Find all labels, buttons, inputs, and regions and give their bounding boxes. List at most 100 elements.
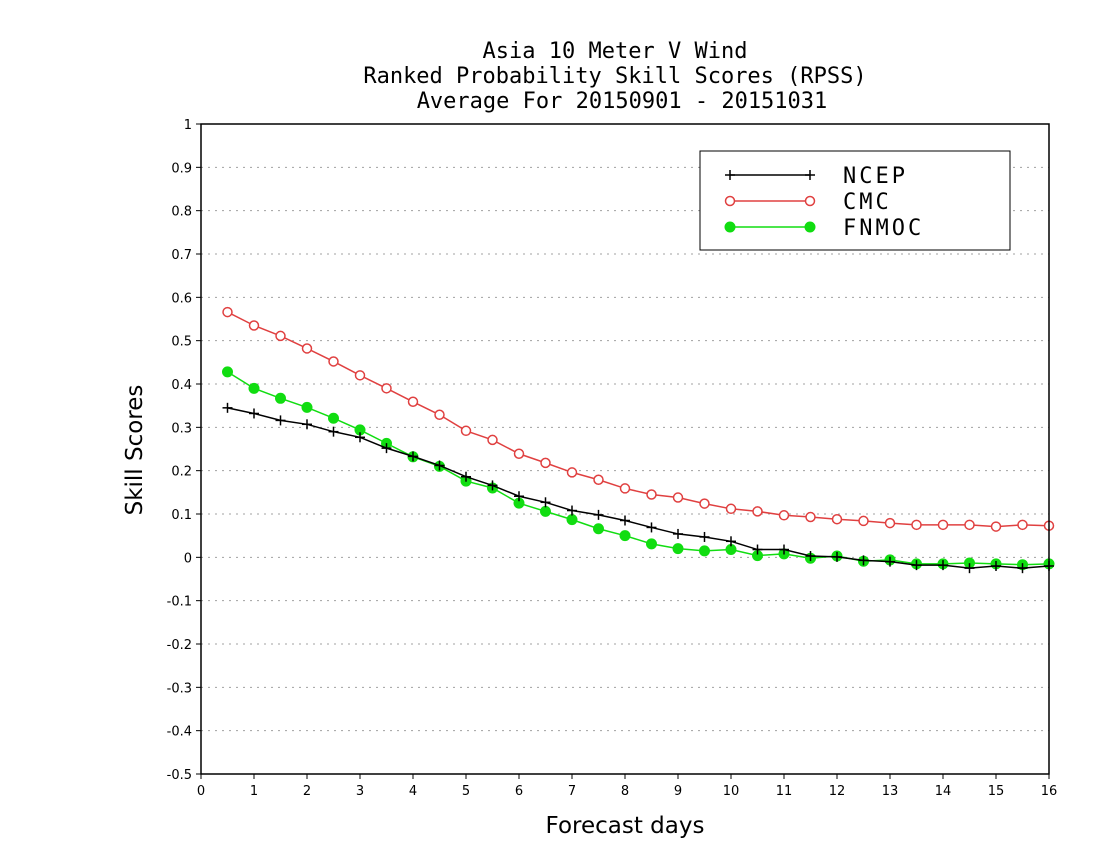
legend-marker-cmc (724, 195, 736, 207)
x-tick-label: 7 (568, 784, 576, 799)
x-tick-label: 10 (723, 784, 740, 799)
point-cmc (752, 506, 763, 517)
point-cmc (222, 306, 233, 318)
y-tick-label: 0.8 (171, 205, 192, 220)
y-tick-label: 0.5 (171, 335, 192, 350)
legend-marker-cmc (804, 195, 816, 207)
point-cmc (328, 356, 339, 367)
point-cmc (964, 519, 975, 531)
point-cmc (858, 515, 869, 527)
point-cmc (460, 425, 472, 437)
x-tick-label: 4 (409, 784, 417, 799)
legend-marker-fnmoc (804, 221, 816, 233)
grid-lines (201, 166, 1049, 732)
y-axis-ticks: -0.5 -0.4 -0.3 -0.2 -0.1 0 0.1 0.2 0.3 0.4 0.5 0.6 0… (167, 118, 201, 783)
point-cmc (1017, 519, 1028, 531)
point-cmc (540, 457, 551, 469)
point-fnmoc (619, 530, 631, 542)
point-cmc (911, 519, 922, 531)
point-cmc (699, 498, 710, 509)
x-axis-ticks: 0 1 2 3 4 5 6 7 8 9 10 11 12 13 14 15 16 (197, 774, 1057, 799)
y-tick-label: 0.6 (171, 291, 192, 306)
point-cmc (672, 492, 684, 503)
point-fnmoc (566, 514, 578, 526)
chart-title-line-2: Ranked Probability Skill Scores (RPSS) (363, 64, 866, 89)
y-tick-label: -0.2 (167, 638, 192, 653)
series-line-fnmoc (227, 371, 1050, 566)
x-tick-label: 14 (935, 784, 952, 799)
point-cmc (354, 370, 366, 381)
point-fnmoc (699, 545, 710, 557)
series-cmc (222, 306, 1055, 532)
point-cmc (778, 510, 790, 521)
point-cmc (381, 383, 392, 394)
series-ncep (222, 402, 1054, 574)
point-cmc (593, 474, 604, 486)
point-fnmoc (672, 543, 684, 555)
y-axis-label: Skill Scores (122, 385, 148, 516)
point-cmc (513, 448, 525, 460)
y-tick-label: -0.5 (167, 768, 192, 783)
y-tick-label: 0.4 (171, 378, 192, 393)
point-fnmoc (222, 366, 233, 378)
point-fnmoc (328, 412, 339, 424)
y-tick-label: 0.2 (171, 465, 192, 480)
series-line-cmc (227, 311, 1050, 528)
x-tick-label: 13 (882, 784, 899, 799)
y-tick-label: 0.1 (171, 508, 192, 523)
series-group (222, 306, 1055, 574)
point-cmc (407, 396, 419, 408)
chart-title-line-1: Asia 10 Meter V Wind (483, 39, 748, 64)
point-cmc (725, 503, 737, 515)
y-tick-label: 0.7 (171, 248, 192, 263)
series-line-ncep (227, 407, 1050, 569)
point-fnmoc (275, 392, 286, 404)
y-tick-label: -0.3 (167, 681, 192, 696)
legend-label-fnmoc: FNMOC (843, 216, 924, 241)
y-tick-label: 0 (184, 551, 192, 566)
point-cmc (937, 519, 949, 531)
y-tick-label: 1 (184, 118, 192, 133)
point-cmc (646, 489, 657, 500)
point-cmc (487, 434, 498, 446)
point-cmc (619, 483, 631, 494)
x-tick-label: 3 (356, 784, 364, 799)
legend-marker-fnmoc (724, 221, 736, 233)
legend-label-ncep: NCEP (843, 164, 908, 189)
point-cmc (434, 409, 445, 421)
x-tick-label: 9 (674, 784, 682, 799)
x-tick-label: 11 (776, 784, 793, 799)
chart-title-line-3: Average For 20150901 - 20151031 (417, 89, 828, 114)
x-tick-label: 6 (515, 784, 523, 799)
x-tick-label: 8 (621, 784, 629, 799)
x-tick-label: 15 (988, 784, 1005, 799)
point-cmc (248, 320, 260, 331)
x-tick-label: 2 (303, 784, 311, 799)
point-fnmoc (593, 523, 604, 535)
y-tick-label: 0.9 (171, 161, 192, 176)
legend-label-cmc: CMC (843, 190, 892, 215)
point-cmc (275, 330, 286, 342)
point-fnmoc (540, 505, 551, 517)
point-cmc (990, 521, 1002, 532)
point-fnmoc (248, 382, 260, 394)
plot-frame (200, 123, 1050, 775)
x-tick-label: 5 (462, 784, 470, 799)
point-cmc (831, 513, 843, 525)
x-tick-label: 1 (250, 784, 258, 799)
x-tick-label: 16 (1041, 784, 1058, 799)
point-cmc (884, 517, 896, 529)
point-cmc (566, 467, 578, 478)
x-tick-label: 12 (829, 784, 846, 799)
x-axis-label: Forecast days (546, 813, 705, 839)
point-fnmoc (646, 538, 657, 550)
y-tick-label: -0.4 (167, 725, 192, 740)
series-fnmoc (222, 366, 1055, 571)
point-cmc (805, 511, 816, 523)
point-fnmoc (301, 401, 313, 413)
x-tick-label: 0 (197, 784, 205, 799)
point-cmc (301, 343, 313, 354)
y-tick-label: 0.3 (171, 421, 192, 436)
